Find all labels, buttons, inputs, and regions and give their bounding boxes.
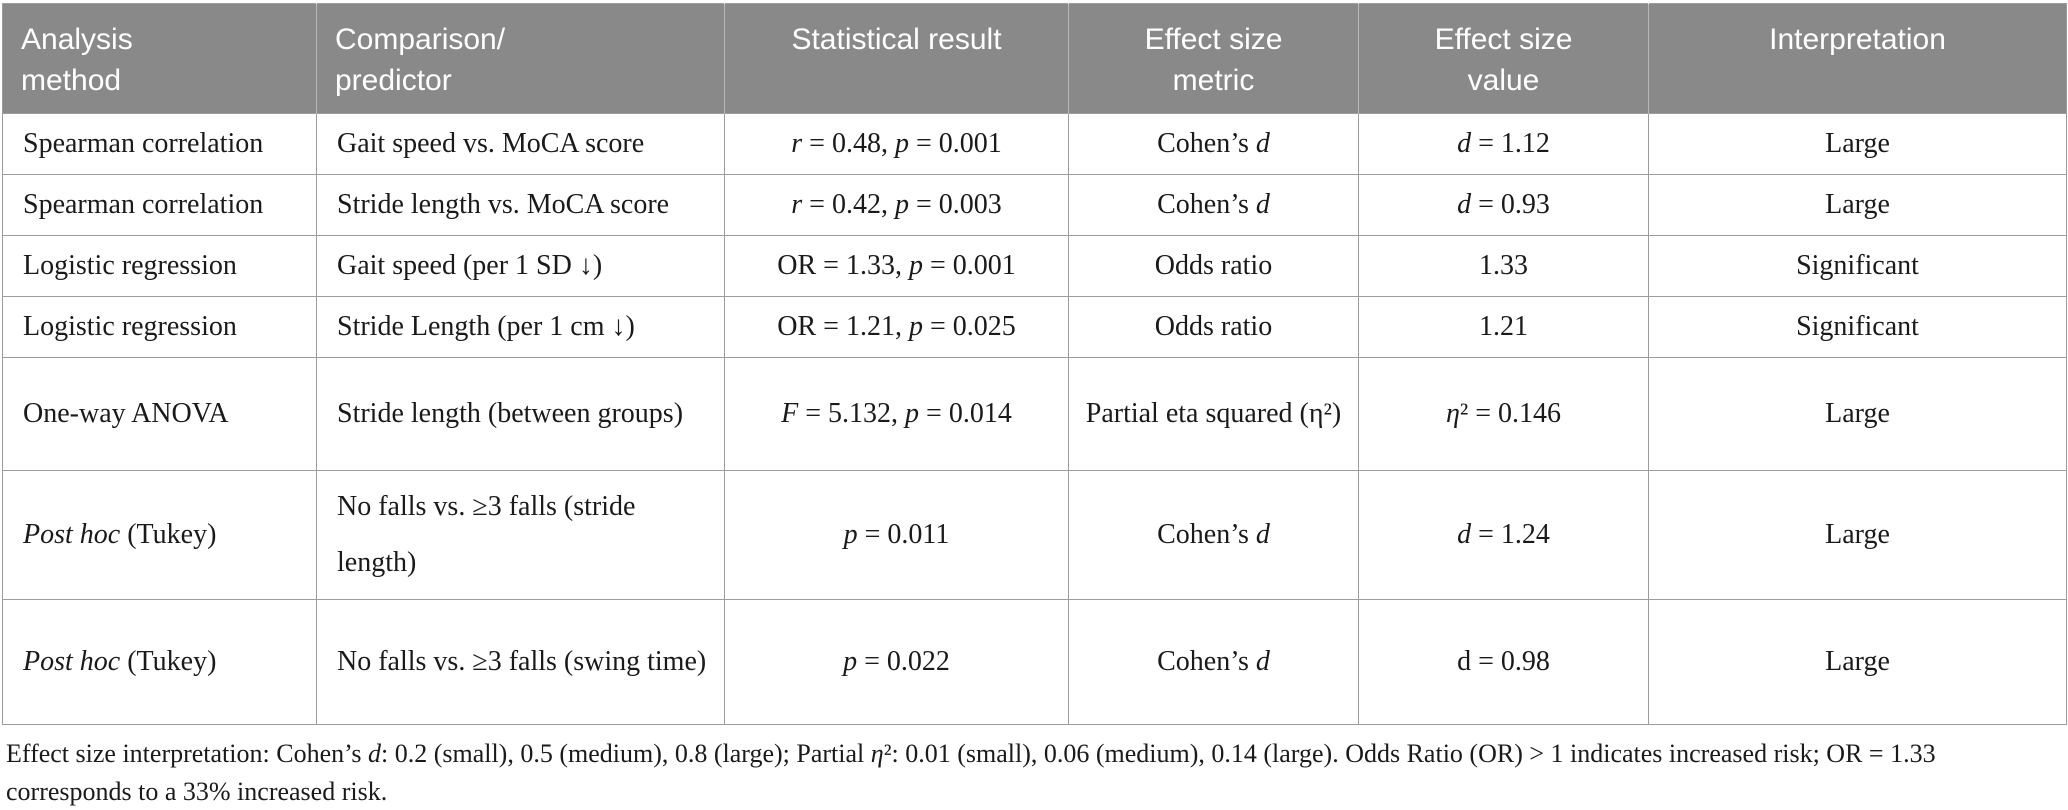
table-cell: Cohen’s d [1068, 470, 1359, 600]
table-cell: Spearman correlation [2, 174, 317, 236]
column-header-effect-size-metric: Effect size metric [1068, 3, 1359, 114]
results-table: Analysis method Comparison/ predictor St… [2, 3, 2067, 725]
table-cell: Significant [1648, 296, 2067, 358]
table-header: Analysis method Comparison/ predictor St… [2, 3, 2067, 114]
table-cell: d = 0.98 [1358, 599, 1649, 725]
table-cell: Post hoc (Tukey) [2, 599, 317, 725]
table-cell: d = 0.93 [1358, 174, 1649, 236]
column-header-effect-size-value: Effect size value [1358, 3, 1649, 114]
table-cell: Large [1648, 470, 2067, 600]
table-cell: Odds ratio [1068, 235, 1359, 297]
table-cell: Large [1648, 599, 2067, 725]
table-cell: η² = 0.146 [1358, 357, 1649, 471]
table-cell: 1.21 [1358, 296, 1649, 358]
table-cell: No falls vs. ≥3 falls (stride length) [316, 470, 725, 600]
table-cell: r = 0.42, p = 0.003 [724, 174, 1069, 236]
table-cell: Stride length (between groups) [316, 357, 725, 471]
header-row: Analysis method Comparison/ predictor St… [2, 3, 2067, 114]
table-row: Logistic regression Gait speed (per 1 SD … [2, 235, 2067, 297]
table-cell: Stride Length (per 1 cm ↓) [316, 296, 725, 358]
table-cell: Cohen’s d [1068, 113, 1359, 175]
table-cell: OR = 1.21, p = 0.025 [724, 296, 1069, 358]
table-cell: Gait speed (per 1 SD ↓) [316, 235, 725, 297]
table-cell: Partial eta squared (η²) [1068, 357, 1359, 471]
table-cell: OR = 1.33, p = 0.001 [724, 235, 1069, 297]
column-header-interpretation: Interpretation [1648, 3, 2067, 114]
table-cell: r = 0.48, p = 0.001 [724, 113, 1069, 175]
table-cell: Spearman correlation [2, 113, 317, 175]
column-header-analysis-method: Analysis method [2, 3, 317, 114]
table-cell: Logistic regression [2, 235, 317, 297]
table-cell: Large [1648, 357, 2067, 471]
table-row: One-way ANOVA Stride length (between grou… [2, 357, 2067, 471]
table-cell: One-way ANOVA [2, 357, 317, 471]
table-footnote: Effect size interpretation: Cohen’s d: 0… [6, 739, 1936, 806]
table-row: Post hoc (Tukey) No falls vs. ≥3 falls (s… [2, 599, 2067, 725]
table-cell: Gait speed vs. MoCA score [316, 113, 725, 175]
table-row: Post hoc (Tukey) No falls vs. ≥3 falls (s… [2, 470, 2067, 600]
table-cell: No falls vs. ≥3 falls (swing time) [316, 599, 725, 725]
table-cell: d = 1.12 [1358, 113, 1649, 175]
column-header-comparison-predictor: Comparison/ predictor [316, 3, 725, 114]
table-row: Spearman correlation Stride length vs. Mo… [2, 174, 2067, 236]
table-cell: p = 0.011 [724, 470, 1069, 600]
table-cell: F = 5.132, p = 0.014 [724, 357, 1069, 471]
column-header-statistical-result: Statistical result [724, 3, 1069, 114]
table-cell: Cohen’s d [1068, 174, 1359, 236]
table-cell: 1.33 [1358, 235, 1649, 297]
table-cell: Post hoc (Tukey) [2, 470, 317, 600]
table-cell: Large [1648, 113, 2067, 175]
table-cell: Logistic regression [2, 296, 317, 358]
table-row: Spearman correlation Gait speed vs. MoCA … [2, 113, 2067, 175]
table-cell: p = 0.022 [724, 599, 1069, 725]
table-row: Logistic regression Stride Length (per 1 … [2, 296, 2067, 358]
table-cell: Odds ratio [1068, 296, 1359, 358]
table-cell: Significant [1648, 235, 2067, 297]
table-cell: Stride length vs. MoCA score [316, 174, 725, 236]
table-body: Spearman correlation Gait speed vs. MoCA … [2, 113, 2067, 725]
table-cell: Large [1648, 174, 2067, 236]
table-cell: Cohen’s d [1068, 599, 1359, 725]
table-cell: d = 1.24 [1358, 470, 1649, 600]
